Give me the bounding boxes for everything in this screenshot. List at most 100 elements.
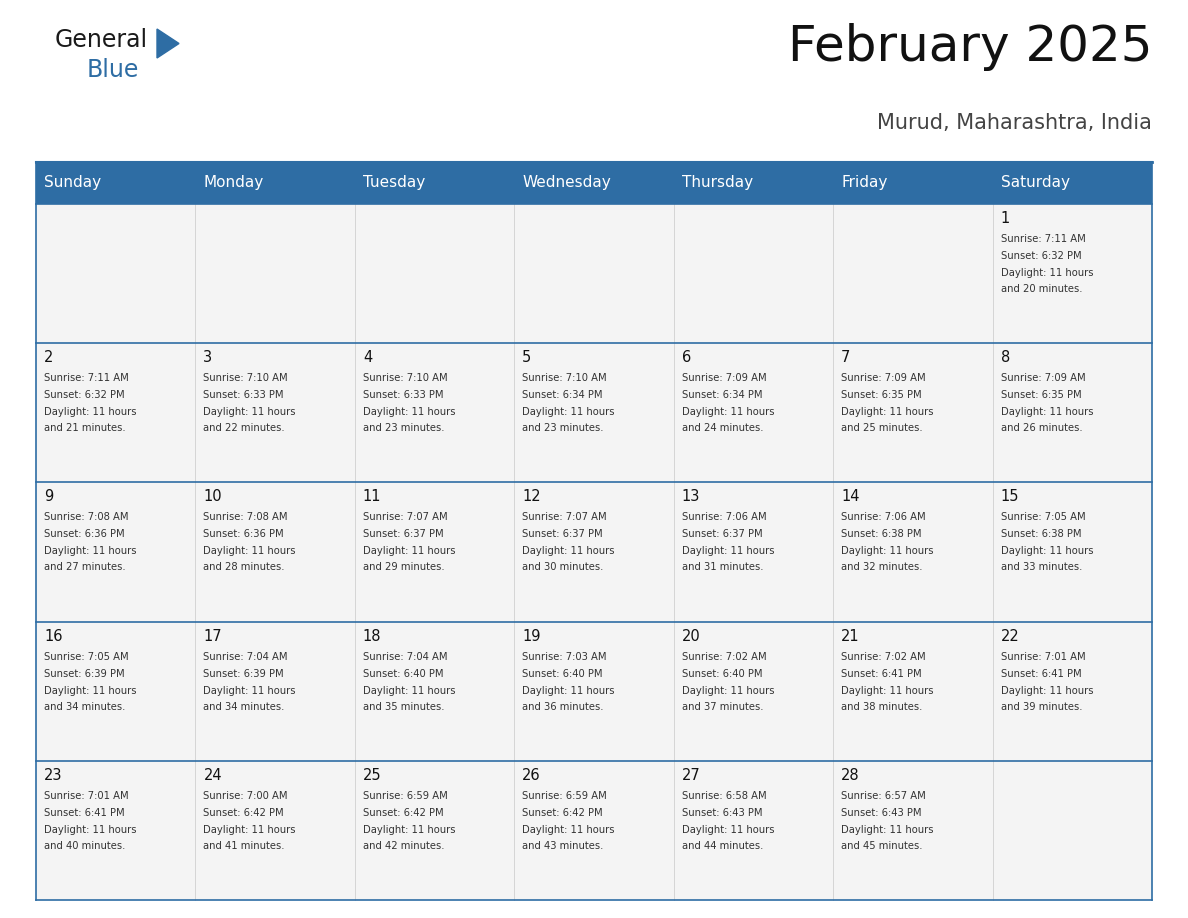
Text: February 2025: February 2025 [788,23,1152,71]
Text: and 37 minutes.: and 37 minutes. [682,701,763,711]
Text: Sunset: 6:32 PM: Sunset: 6:32 PM [44,390,125,400]
Bar [992,761,1152,900]
Text: Sunday: Sunday [44,175,101,191]
Text: 23: 23 [44,767,63,783]
Text: Sunrise: 7:07 AM: Sunrise: 7:07 AM [362,512,448,522]
Text: Sunset: 6:43 PM: Sunset: 6:43 PM [841,808,922,818]
Text: Daylight: 11 hours: Daylight: 11 hours [44,824,137,834]
Text: 7: 7 [841,350,851,365]
Text: Sunset: 6:41 PM: Sunset: 6:41 PM [841,668,922,678]
Text: and 26 minutes.: and 26 minutes. [1000,423,1082,433]
Bar [196,204,355,343]
Text: Daylight: 11 hours: Daylight: 11 hours [44,546,137,556]
Bar [514,204,674,343]
Text: Daylight: 11 hours: Daylight: 11 hours [841,408,934,417]
Text: 22: 22 [1000,629,1019,644]
Bar [36,204,196,343]
Text: Sunset: 6:40 PM: Sunset: 6:40 PM [362,668,443,678]
Bar [833,761,992,900]
Text: 21: 21 [841,629,860,644]
Bar [833,621,992,761]
Text: Sunrise: 7:06 AM: Sunrise: 7:06 AM [841,512,925,522]
Text: and 41 minutes.: and 41 minutes. [203,841,285,851]
Text: 6: 6 [682,350,691,365]
Text: 10: 10 [203,489,222,504]
Text: Daylight: 11 hours: Daylight: 11 hours [523,686,614,696]
Text: Sunset: 6:42 PM: Sunset: 6:42 PM [203,808,284,818]
Text: Thursday: Thursday [682,175,753,191]
Text: Sunset: 6:39 PM: Sunset: 6:39 PM [203,668,284,678]
Text: Sunset: 6:35 PM: Sunset: 6:35 PM [1000,390,1081,400]
Text: Sunrise: 6:59 AM: Sunrise: 6:59 AM [362,790,448,800]
Text: Daylight: 11 hours: Daylight: 11 hours [841,686,934,696]
Text: 18: 18 [362,629,381,644]
Text: Sunset: 6:32 PM: Sunset: 6:32 PM [1000,251,1081,261]
Text: Daylight: 11 hours: Daylight: 11 hours [1000,268,1093,278]
Text: Sunrise: 6:58 AM: Sunrise: 6:58 AM [682,790,766,800]
Text: and 23 minutes.: and 23 minutes. [362,423,444,433]
Text: Daylight: 11 hours: Daylight: 11 hours [362,546,455,556]
Text: Sunrise: 7:09 AM: Sunrise: 7:09 AM [1000,374,1085,383]
Text: General: General [55,28,148,52]
Text: 24: 24 [203,767,222,783]
Text: Sunset: 6:40 PM: Sunset: 6:40 PM [523,668,602,678]
Bar [674,482,833,621]
Bar [196,162,355,204]
Text: Sunrise: 7:10 AM: Sunrise: 7:10 AM [362,374,448,383]
Bar [992,204,1152,343]
Bar [355,761,514,900]
Text: Saturday: Saturday [1000,175,1069,191]
Text: Sunset: 6:42 PM: Sunset: 6:42 PM [362,808,443,818]
Text: Sunset: 6:37 PM: Sunset: 6:37 PM [362,530,443,540]
Text: and 23 minutes.: and 23 minutes. [523,423,604,433]
Text: Sunset: 6:41 PM: Sunset: 6:41 PM [44,808,125,818]
Text: and 30 minutes.: and 30 minutes. [523,563,604,573]
Text: 2: 2 [44,350,53,365]
Text: Sunrise: 7:09 AM: Sunrise: 7:09 AM [841,374,925,383]
Text: Sunrise: 7:10 AM: Sunrise: 7:10 AM [523,374,607,383]
Text: and 33 minutes.: and 33 minutes. [1000,563,1082,573]
Bar [36,761,196,900]
Text: and 44 minutes.: and 44 minutes. [682,841,763,851]
Text: 26: 26 [523,767,541,783]
Text: 13: 13 [682,489,700,504]
Text: Sunrise: 7:05 AM: Sunrise: 7:05 AM [44,652,128,662]
Text: Sunset: 6:38 PM: Sunset: 6:38 PM [841,530,922,540]
Text: 3: 3 [203,350,213,365]
Text: Sunrise: 7:09 AM: Sunrise: 7:09 AM [682,374,766,383]
Text: 17: 17 [203,629,222,644]
Text: 9: 9 [44,489,53,504]
Text: Monday: Monday [203,175,264,191]
Text: and 34 minutes.: and 34 minutes. [44,701,126,711]
Text: and 27 minutes.: and 27 minutes. [44,563,126,573]
Text: Sunset: 6:37 PM: Sunset: 6:37 PM [682,530,763,540]
Text: 11: 11 [362,489,381,504]
Text: Daylight: 11 hours: Daylight: 11 hours [1000,408,1093,417]
Text: Sunset: 6:35 PM: Sunset: 6:35 PM [841,390,922,400]
Bar [833,482,992,621]
Text: Daylight: 11 hours: Daylight: 11 hours [1000,686,1093,696]
Bar [196,621,355,761]
Text: Sunrise: 7:10 AM: Sunrise: 7:10 AM [203,374,287,383]
Text: Daylight: 11 hours: Daylight: 11 hours [682,408,775,417]
Text: Sunset: 6:33 PM: Sunset: 6:33 PM [203,390,284,400]
Text: Sunset: 6:37 PM: Sunset: 6:37 PM [523,530,602,540]
Text: Wednesday: Wednesday [523,175,611,191]
Bar [514,621,674,761]
Bar [355,482,514,621]
Text: Sunset: 6:40 PM: Sunset: 6:40 PM [682,668,763,678]
Text: and 29 minutes.: and 29 minutes. [362,563,444,573]
Bar [196,482,355,621]
Text: Sunrise: 6:59 AM: Sunrise: 6:59 AM [523,790,607,800]
Bar [514,761,674,900]
Text: Sunrise: 7:01 AM: Sunrise: 7:01 AM [44,790,128,800]
Text: Sunrise: 7:05 AM: Sunrise: 7:05 AM [1000,512,1085,522]
Text: Sunset: 6:41 PM: Sunset: 6:41 PM [1000,668,1081,678]
Text: and 24 minutes.: and 24 minutes. [682,423,763,433]
Text: 1: 1 [1000,211,1010,226]
Bar [36,482,196,621]
Bar [992,343,1152,482]
Text: 15: 15 [1000,489,1019,504]
Text: and 21 minutes.: and 21 minutes. [44,423,126,433]
Bar [36,343,196,482]
